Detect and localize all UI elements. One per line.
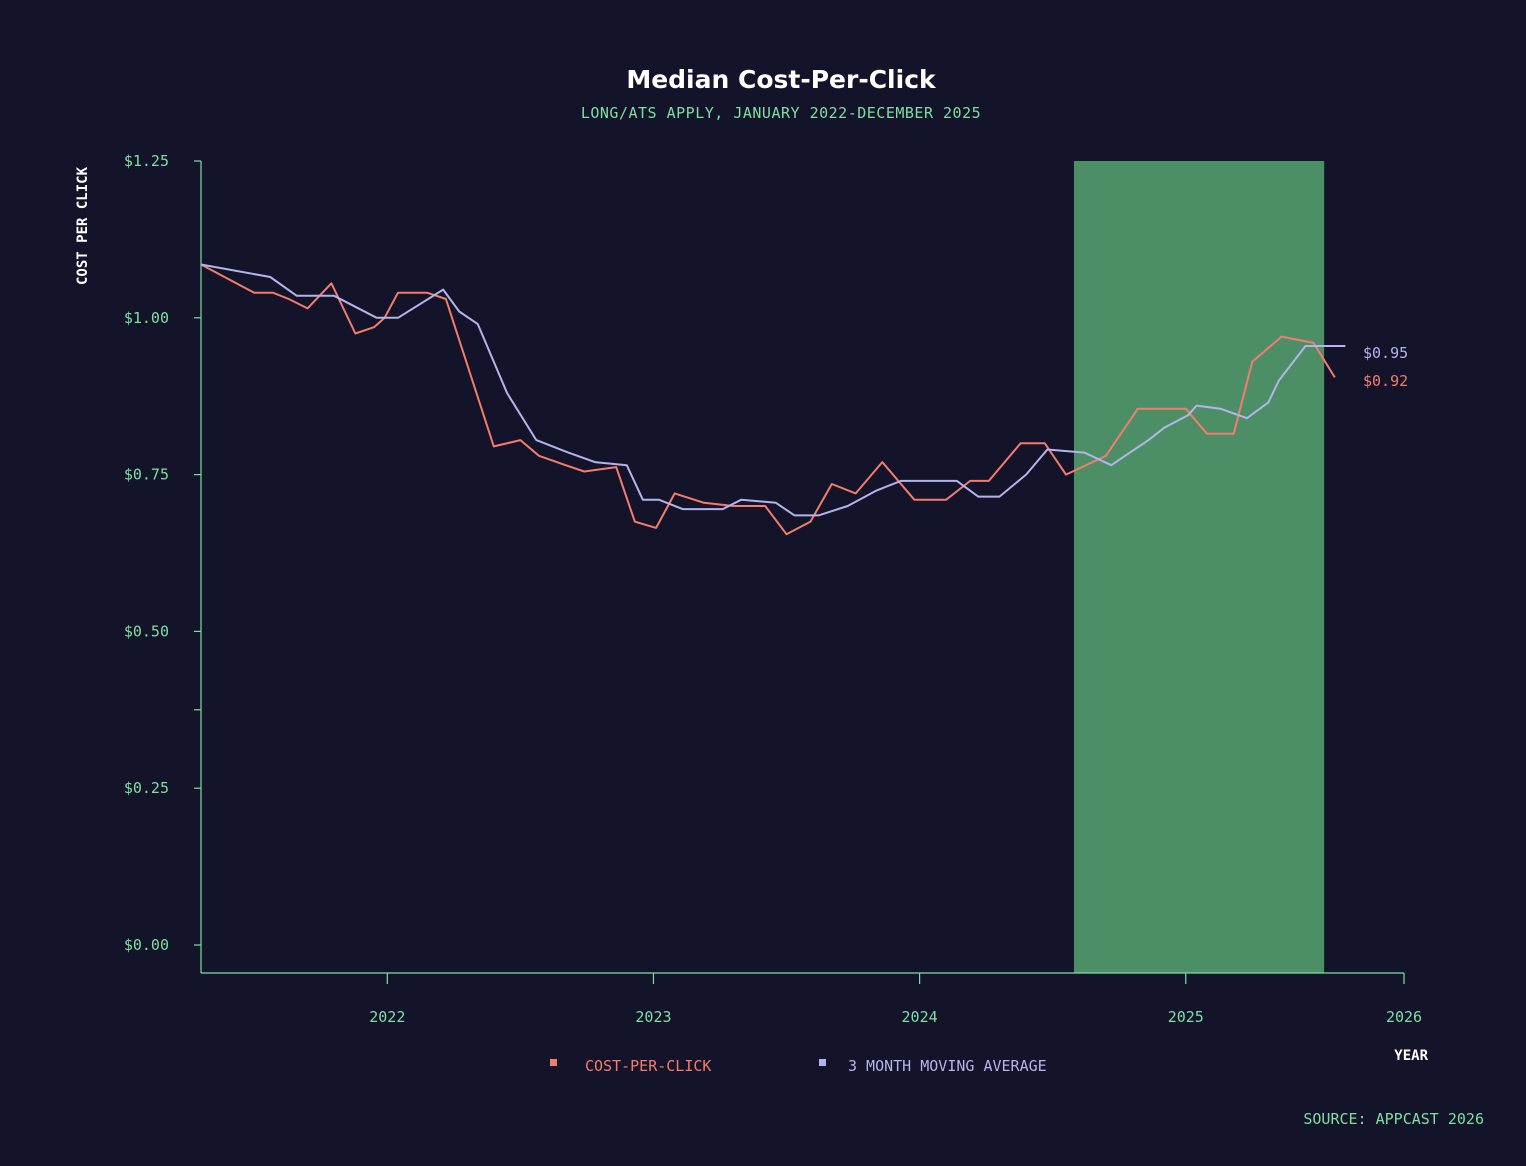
chart-subtitle: LONG/ATS APPLY, JANUARY 2022-DECEMBER 20…: [581, 104, 981, 122]
x-tick-label-0: 2022: [369, 1008, 405, 1026]
y-tick-label-2: $0.50: [124, 622, 169, 640]
x-axis-label: YEAR: [1394, 1048, 1428, 1064]
y-tick-label-4: $1.00: [124, 309, 169, 327]
source-note: SOURCE: APPCAST 2026: [1303, 1110, 1484, 1128]
x-tick-label-1: 2023: [635, 1008, 671, 1026]
cost-per-click-line: [200, 263, 1336, 536]
legend-swatch-moving-average: [819, 1059, 826, 1066]
highlight-band: [1073, 161, 1325, 973]
chart-title: Median Cost-Per-Click: [626, 65, 937, 94]
end-label-cpc: $0.92: [1363, 372, 1408, 390]
legend-label-moving-average: 3 MONTH MOVING AVERAGE: [848, 1057, 1047, 1075]
x-tick-label-3: 2025: [1168, 1008, 1204, 1026]
y-tick-label-1: $0.25: [124, 779, 169, 797]
end-label-moving-average: $0.95: [1363, 344, 1408, 362]
moving-average-line: [200, 263, 1346, 517]
y-tick-label-0: $0.00: [124, 936, 169, 954]
legend: COST-PER-CLICK 3 MONTH MOVING AVERAGE: [550, 1057, 1047, 1075]
x-tick-label-2: 2024: [902, 1008, 938, 1026]
x-tick-label-4: 2026: [1386, 1008, 1422, 1026]
y-tick-label-5: $1.25: [124, 152, 169, 170]
plot-area: $0.00 $0.25 $0.50 $0.75 $1.00 $1.25 2022 2023 20…: [124, 152, 1422, 1026]
y-axis-label: COST PER CLICK: [75, 166, 91, 285]
legend-label-cpc: COST-PER-CLICK: [585, 1057, 711, 1075]
y-tick-label-3: $0.75: [124, 466, 169, 484]
legend-swatch-cpc: [550, 1059, 557, 1066]
